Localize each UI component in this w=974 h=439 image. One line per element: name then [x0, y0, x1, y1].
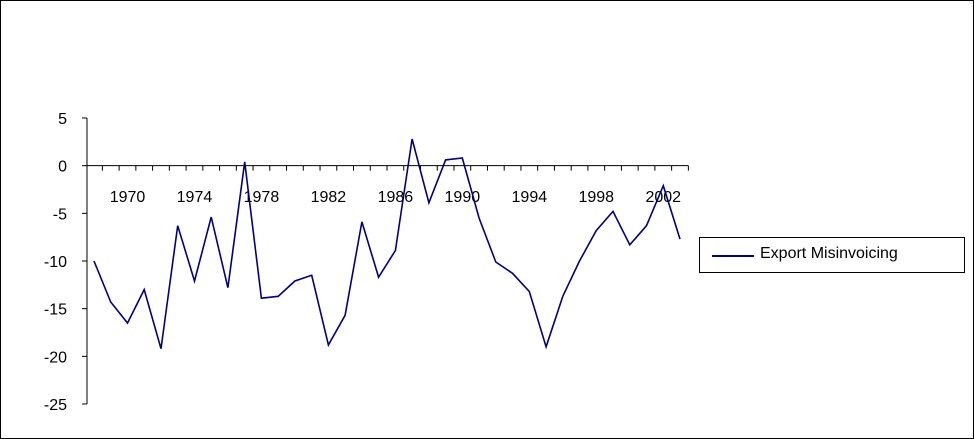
legend: Export Misinvoicing: [699, 237, 965, 273]
x-tick-label: 1994: [512, 189, 548, 206]
y-tick-label: 0: [58, 159, 67, 176]
y-tick-label: -10: [44, 254, 67, 271]
legend-line-swatch: [712, 255, 754, 257]
y-tick-label: 5: [58, 111, 67, 128]
y-tick-label: -25: [44, 397, 67, 414]
y-tick-label: -15: [44, 302, 67, 319]
x-tick-label: 1990: [445, 189, 481, 206]
x-tick-label: 1974: [177, 189, 213, 206]
y-tick-label: -20: [44, 349, 67, 366]
x-tick-label: 2002: [645, 189, 681, 206]
y-tick-label: -5: [53, 206, 67, 223]
x-tick-label: 1970: [110, 189, 146, 206]
legend-label: Export Misinvoicing: [760, 245, 898, 262]
x-tick-label: 1986: [378, 189, 414, 206]
series-line-export-misinvoicing: [93, 138, 681, 350]
x-tick-label: 1998: [578, 189, 614, 206]
x-tick-label: 1982: [311, 189, 347, 206]
x-tick-label: 1978: [244, 189, 280, 206]
